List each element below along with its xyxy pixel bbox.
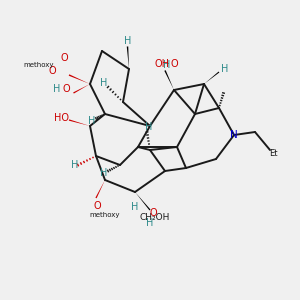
Polygon shape [204, 71, 219, 84]
Text: CH₂OH: CH₂OH [139, 213, 170, 222]
Polygon shape [95, 180, 105, 198]
Polygon shape [69, 119, 90, 126]
Polygon shape [69, 74, 90, 84]
Text: N: N [230, 130, 238, 140]
Text: OH: OH [154, 58, 169, 69]
Text: O: O [62, 83, 70, 94]
Text: H: H [71, 160, 79, 170]
Text: H: H [53, 83, 61, 94]
Text: O: O [170, 58, 178, 69]
Text: HO: HO [54, 112, 69, 123]
Text: H: H [88, 116, 95, 127]
Polygon shape [164, 70, 174, 90]
Text: methoxy: methoxy [23, 62, 54, 68]
Polygon shape [127, 46, 129, 69]
Text: Et: Et [269, 148, 277, 158]
Text: H: H [221, 64, 229, 74]
Text: H: H [131, 202, 139, 212]
Text: H: H [124, 35, 131, 46]
Text: H: H [163, 59, 170, 70]
Text: methoxy: methoxy [90, 212, 120, 218]
Polygon shape [135, 192, 151, 210]
Text: H: H [100, 168, 107, 178]
Text: O: O [149, 208, 157, 218]
Text: H: H [146, 218, 154, 229]
Text: H: H [145, 122, 152, 133]
Text: O: O [49, 65, 56, 76]
Text: O: O [61, 53, 68, 64]
Text: O: O [94, 201, 101, 212]
Polygon shape [73, 84, 90, 94]
Text: H: H [100, 77, 107, 88]
